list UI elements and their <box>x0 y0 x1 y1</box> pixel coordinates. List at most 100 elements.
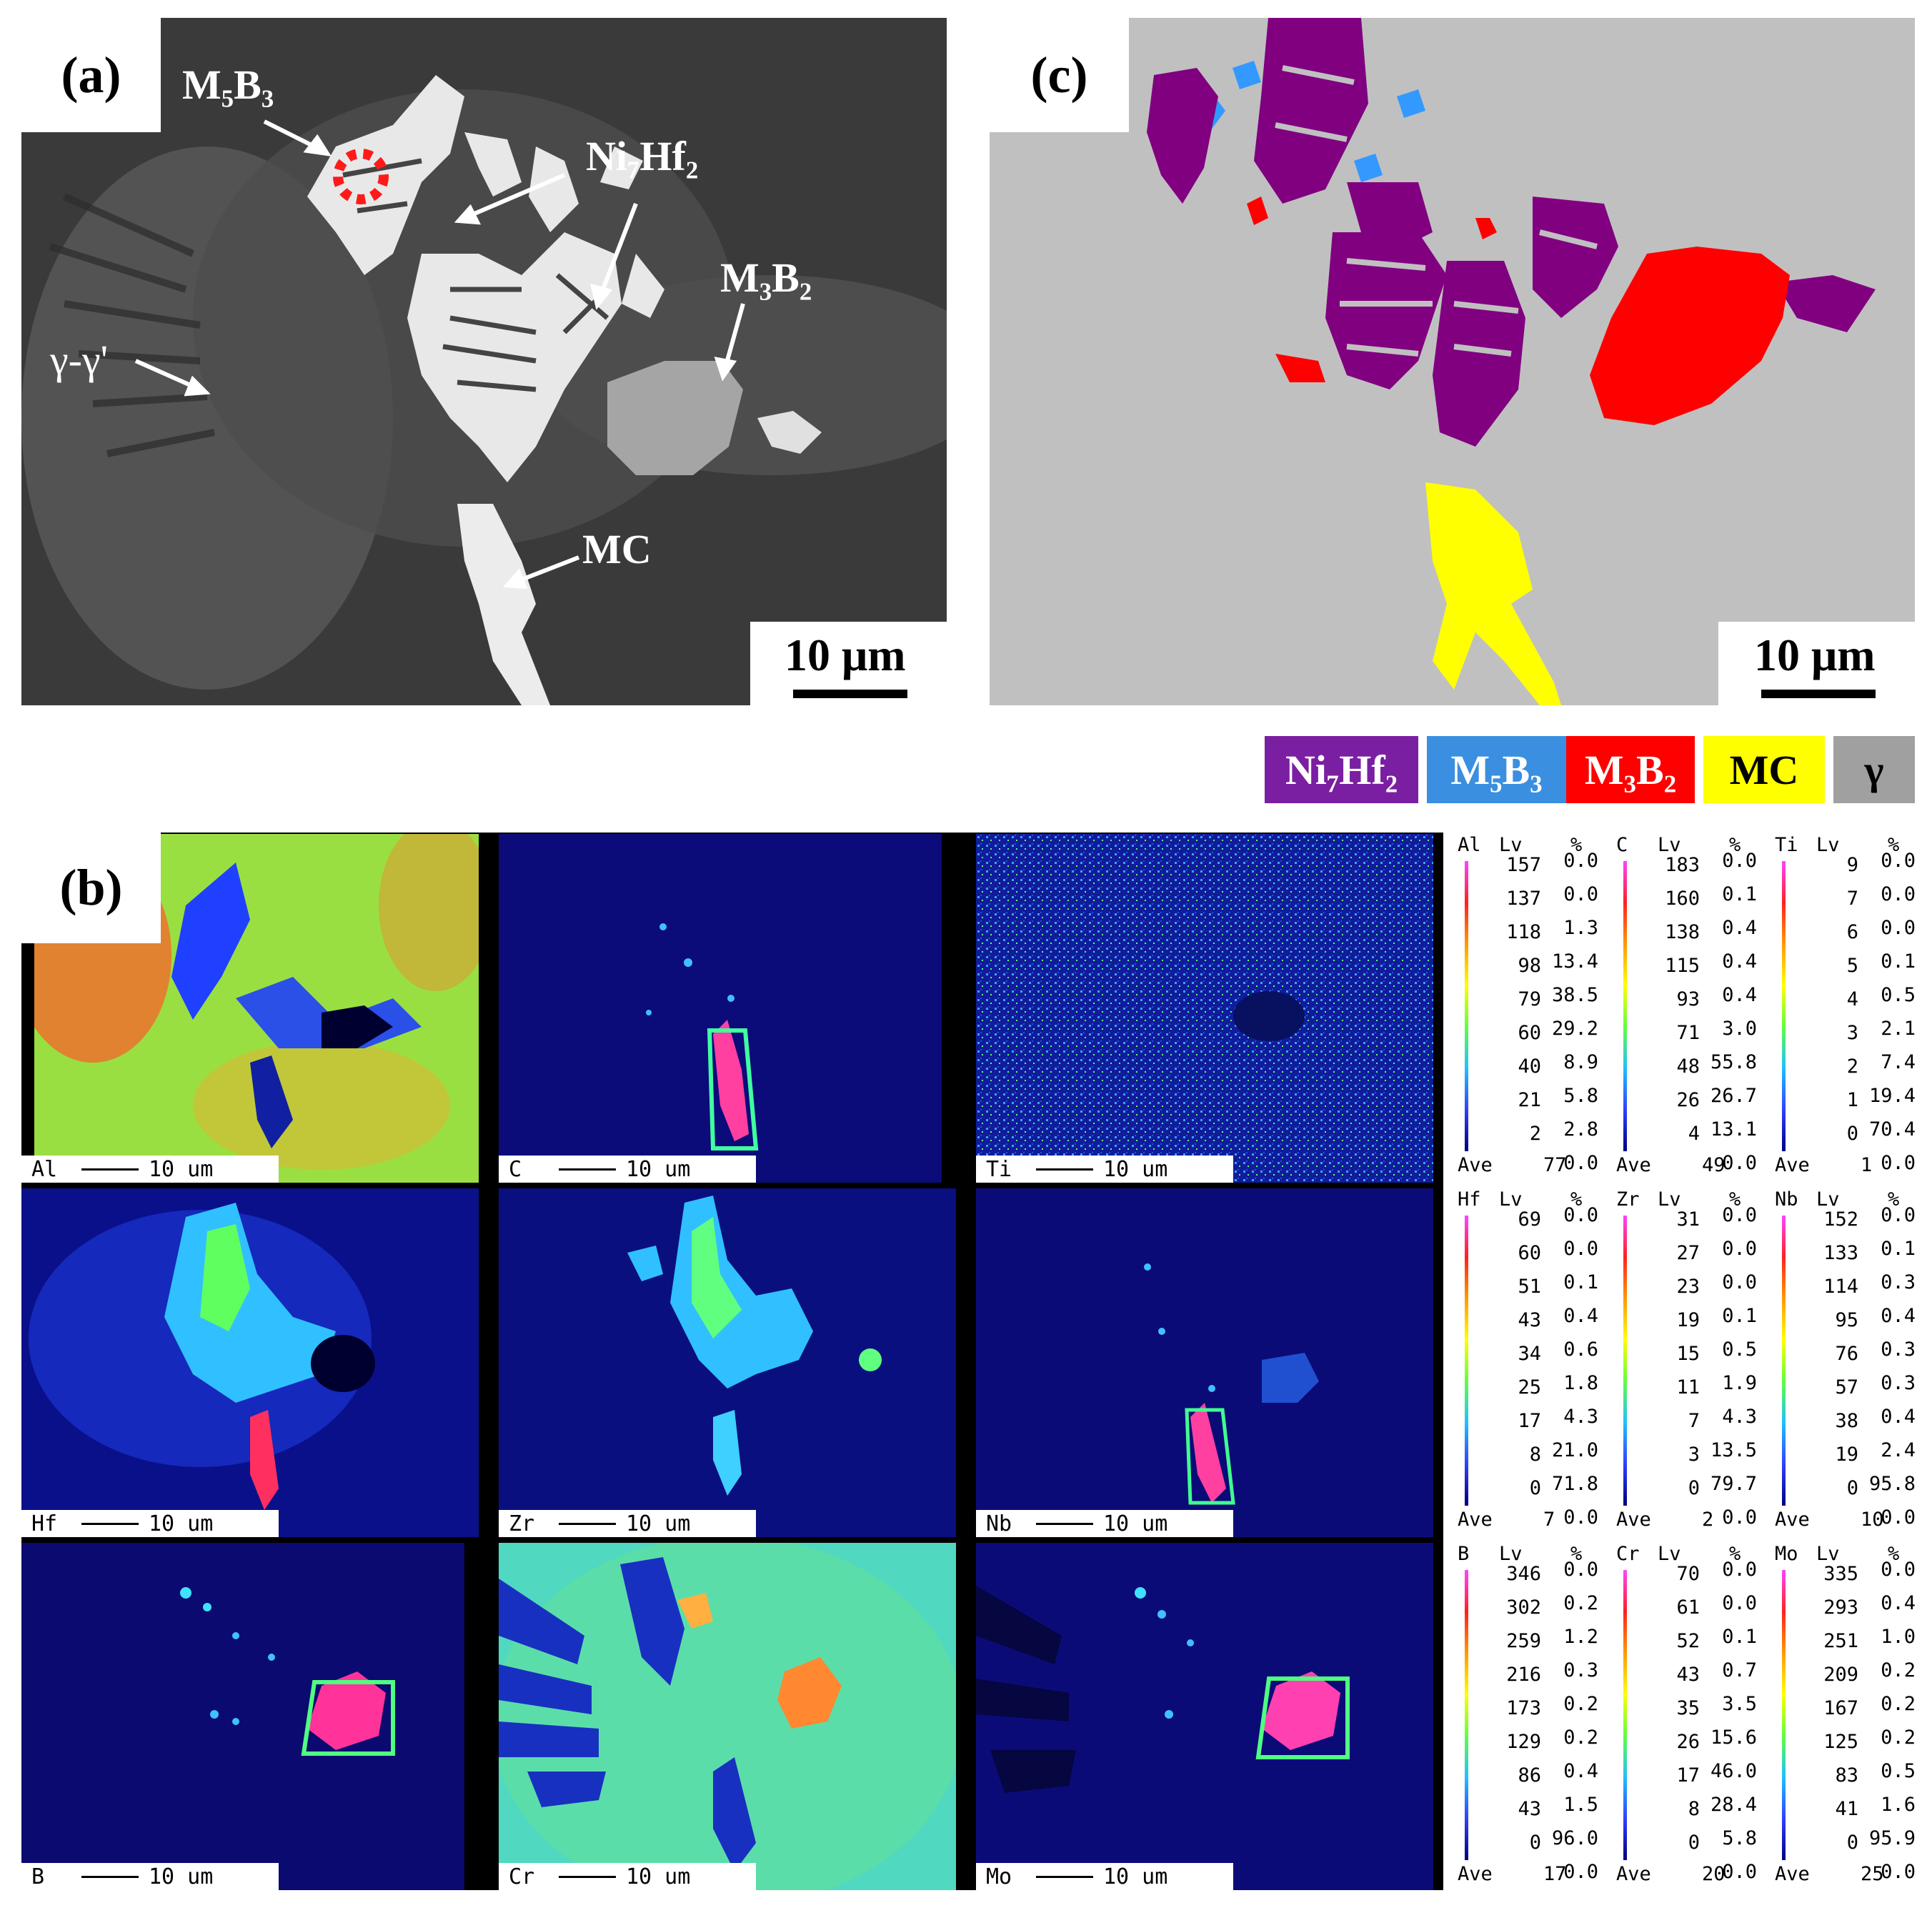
scale-level-value: 8 <box>1688 1798 1700 1820</box>
map-ti-scale-text: 10 um <box>1103 1156 1168 1182</box>
map-cr-element: Cr <box>509 1864 535 1889</box>
scale-level-value: 40 <box>1518 1055 1541 1078</box>
scale-percent-value: 0.0 <box>1881 1204 1916 1226</box>
scale-percent-value: 0.1 <box>1563 1271 1598 1293</box>
label-mc: MC <box>582 526 652 572</box>
scale-element-label: Ti <box>1775 834 1798 856</box>
scale-percent-value: 0.0 <box>1563 883 1598 905</box>
scale-average-value: 17 <box>1543 1863 1567 1885</box>
scale-percent-value: 0.1 <box>1881 950 1916 973</box>
scale-gradient-bar <box>1782 1570 1786 1860</box>
scale-average-value: 2 <box>1702 1509 1714 1531</box>
scale-level-value: 259 <box>1506 1630 1541 1652</box>
map-zr: Zr 10 um <box>499 1188 956 1537</box>
scale-level-value: 138 <box>1665 921 1700 943</box>
scale-pct-header: % <box>1888 1543 1900 1565</box>
scale-percent-value: 55.8 <box>1710 1051 1757 1073</box>
scale-level-value: 1 <box>1846 1089 1858 1111</box>
scale-level-value: 51 <box>1518 1276 1541 1298</box>
map-ti-label: Ti 10 um <box>976 1156 1233 1183</box>
scale-percent-value: 1.3 <box>1563 917 1598 939</box>
scale-lv-header: Lv <box>1816 1188 1840 1211</box>
scale-level-value: 83 <box>1835 1764 1858 1787</box>
map-hf-image <box>21 1188 479 1537</box>
panel-a-scale-line <box>793 690 907 698</box>
scale-legend-cr: Cr Lv% 70 61 52 43 35 26 17 8 0 0.0 0.0 0.1 0.7 3.5 15.6… <box>1616 1543 1763 1893</box>
scale-level-value: 302 <box>1506 1596 1541 1619</box>
scale-legend-hf: Hf Lv% 69 60 51 43 34 25 17 8 0 0.0 0.0 0.1 0.4 0.6 1.8 4… <box>1458 1188 1604 1539</box>
map-c-image <box>499 834 956 1183</box>
scale-pct-header: % <box>1729 834 1741 856</box>
scale-level-value: 114 <box>1823 1276 1858 1298</box>
panel-a-label: (a) <box>21 18 161 132</box>
scale-percent-value: 1.0 <box>1881 1626 1916 1648</box>
legend-mc-label: MC <box>1729 746 1799 793</box>
legend-gamma: γ <box>1833 736 1915 803</box>
scale-legend-mo: Mo Lv% 335 293 251 209 167 125 83 41 0 0.0 0.4 1.0 0.2… <box>1775 1543 1921 1893</box>
scale-percent-value: 0.0 <box>1722 1204 1757 1226</box>
scale-percent-value: 0.1 <box>1881 1238 1916 1260</box>
scale-percent-value: 0.0 <box>1881 1861 1916 1883</box>
scale-gradient-bar <box>1782 861 1786 1151</box>
scale-percent-value: 0.4 <box>1563 1305 1598 1327</box>
map-nb-scale-line <box>1036 1522 1093 1525</box>
scale-level-value: 38 <box>1835 1410 1858 1432</box>
scale-level-value: 3 <box>1846 1022 1858 1044</box>
scale-percent-value: 15.6 <box>1710 1726 1757 1749</box>
scale-level-value: 23 <box>1676 1276 1700 1298</box>
scale-level-value: 26 <box>1676 1089 1700 1111</box>
scale-level-value: 60 <box>1518 1242 1541 1264</box>
scale-pct-header: % <box>1570 1543 1583 1565</box>
scale-legend-b: B Lv% 346 302 259 216 173 129 86 43 0 0.0 0.2 1.2 0.3 0… <box>1458 1543 1604 1893</box>
scale-legend-ti: Ti Lv% 9 7 6 5 4 3 2 1 0 0.0 0.0 0.0 0.1 0.5 2.1 7.4 19.4 7… <box>1775 834 1921 1184</box>
map-cr-scale-line <box>559 1875 616 1878</box>
scale-percent-value: 46.0 <box>1710 1760 1757 1782</box>
scale-percent-value: 13.5 <box>1710 1439 1757 1461</box>
scale-percent-value: 95.9 <box>1868 1827 1916 1849</box>
label-gamma: γ-γ' <box>50 337 109 383</box>
scale-level-value: 115 <box>1665 955 1700 977</box>
scale-percent-value: 79.7 <box>1710 1473 1757 1495</box>
scale-percent-value: 8.9 <box>1563 1051 1598 1073</box>
scale-level-value: 0 <box>1846 1477 1858 1499</box>
scale-percent-value: 4.3 <box>1563 1406 1598 1428</box>
scale-percent-value: 0.4 <box>1722 917 1757 939</box>
map-zr-scale-line <box>559 1522 616 1525</box>
map-nb-element: Nb <box>986 1511 1012 1536</box>
scale-percent-value: 0.0 <box>1722 1506 1757 1529</box>
phase-map-image <box>990 18 1915 705</box>
scale-percent-value: 38.5 <box>1551 984 1598 1006</box>
scale-percent-value: 0.6 <box>1563 1338 1598 1361</box>
scale-level-value: 4 <box>1688 1123 1700 1145</box>
scale-level-value: 3 <box>1688 1444 1700 1466</box>
scale-level-value: 93 <box>1676 988 1700 1010</box>
scale-percent-value: 0.0 <box>1722 850 1757 872</box>
scale-level-value: 251 <box>1823 1630 1858 1652</box>
map-c-scale-text: 10 um <box>626 1156 691 1182</box>
scale-level-value: 17 <box>1518 1410 1541 1432</box>
scale-percent-value: 0.0 <box>1881 1559 1916 1581</box>
scale-percent-value: 4.3 <box>1722 1406 1757 1428</box>
scale-percent-value: 0.2 <box>1881 1693 1916 1715</box>
scale-level-value: 346 <box>1506 1563 1541 1585</box>
map-hf-scale-line <box>81 1522 139 1525</box>
map-nb: Nb 10 um <box>976 1188 1433 1537</box>
scale-percent-value: 0.1 <box>1722 1626 1757 1648</box>
scale-level-value: 19 <box>1835 1444 1858 1466</box>
map-mo-label: Mo 10 um <box>976 1863 1233 1890</box>
scale-average-label: Ave <box>1775 1509 1810 1531</box>
scale-average-label: Ave <box>1616 1863 1651 1885</box>
scale-percent-value: 1.8 <box>1563 1372 1598 1394</box>
scale-level-value: 0 <box>1846 1123 1858 1145</box>
legend-m5b3-label: M₅B₃ <box>1450 746 1543 793</box>
scale-lv-header: Lv <box>1499 834 1523 856</box>
scale-lv-header: Lv <box>1658 834 1681 856</box>
scale-percent-value: 0.1 <box>1722 883 1757 905</box>
scale-level-value: 7 <box>1688 1410 1700 1432</box>
scale-lv-header: Lv <box>1816 834 1840 856</box>
scale-percent-value: 2.4 <box>1881 1439 1916 1461</box>
scale-percent-value: 0.0 <box>1722 1271 1757 1293</box>
scale-gradient-bar <box>1465 1570 1468 1860</box>
scale-pct-header: % <box>1888 834 1900 856</box>
legend-mc: MC <box>1703 736 1825 803</box>
